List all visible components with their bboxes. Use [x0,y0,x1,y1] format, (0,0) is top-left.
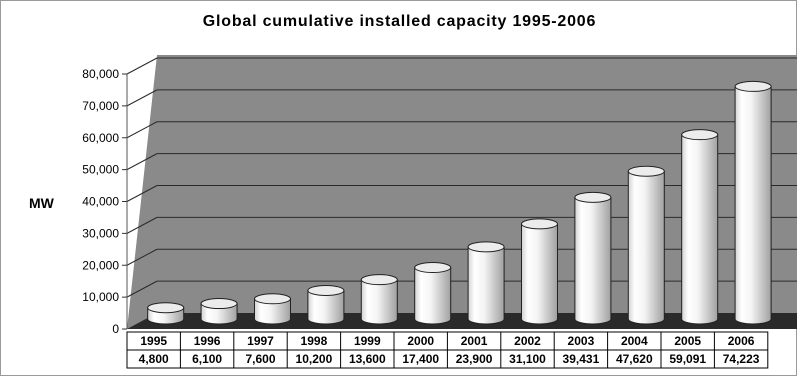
gridline-side [126,153,158,171]
y-tick-label: 0 [112,322,119,336]
gridline-side [126,121,158,139]
y-axis-label: MW [29,195,54,211]
bar-1998 [307,284,345,325]
y-tick-label: 10,000 [82,290,119,304]
gridline-side [126,280,158,298]
bar-2004 [627,165,665,325]
data-label: 6,100 [192,352,222,366]
data-label: 59,091 [669,352,706,366]
y-tick-label: 50,000 [82,163,119,177]
gridline-side [126,185,158,202]
x-tick-label: 2004 [621,334,648,348]
data-label: 7,600 [245,352,275,366]
data-label: 23,900 [456,352,493,366]
x-tick-label: 2001 [461,334,488,348]
bar-2003 [574,191,612,325]
data-table: 1995 1996 1997 1998 1999 2000 2001 2002 2003 2004… [126,331,769,369]
bar-1997 [254,293,291,325]
gridline-side [126,248,158,266]
data-label: 74,223 [723,352,760,366]
bar-2000 [414,262,452,325]
data-label: 10,200 [296,352,333,366]
y-tick-label: 70,000 [82,99,119,113]
y-tick-label: 80,000 [82,67,119,81]
y-tick-label: 40,000 [82,195,119,209]
x-tick-label: 2006 [728,334,755,348]
x-tick-label: 1999 [354,334,381,348]
x-tick-label: 1996 [194,334,221,348]
data-label: 47,620 [616,352,653,366]
y-tick-label: 30,000 [82,226,119,240]
x-tick-label: 1995 [140,334,167,348]
bar-1995 [147,302,185,325]
gridline-side [126,216,158,234]
bar-2002 [521,218,558,325]
gridline-side [126,57,158,75]
data-label: 4,800 [139,352,169,366]
data-label: 13,600 [349,352,386,366]
y-tick-label: 60,000 [82,131,119,145]
data-label: 17,400 [402,352,439,366]
gridline-side [126,89,158,107]
x-tick-label: 2003 [568,334,595,348]
x-tick-label: 2005 [674,334,701,348]
bar-2006 [734,80,772,325]
bar-2001 [467,241,505,325]
y-tick-label: 20,000 [82,258,119,272]
bar-2005 [681,129,719,325]
bar-1996 [200,298,238,325]
x-tick-label: 2000 [407,334,434,348]
chart-title: Global cumulative installed capacity 199… [202,13,597,30]
x-tick-label: 2002 [514,334,541,348]
bar-1999 [360,274,398,325]
x-tick-label: 1997 [247,334,274,348]
data-label: 39,431 [563,352,600,366]
bars [147,80,772,325]
data-label: 31,100 [509,352,546,366]
y-axis-ticks: 0 10,000 20,000 30,000 40,000 50,000 60,000 70,… [82,67,127,336]
x-tick-label: 1998 [301,334,328,348]
